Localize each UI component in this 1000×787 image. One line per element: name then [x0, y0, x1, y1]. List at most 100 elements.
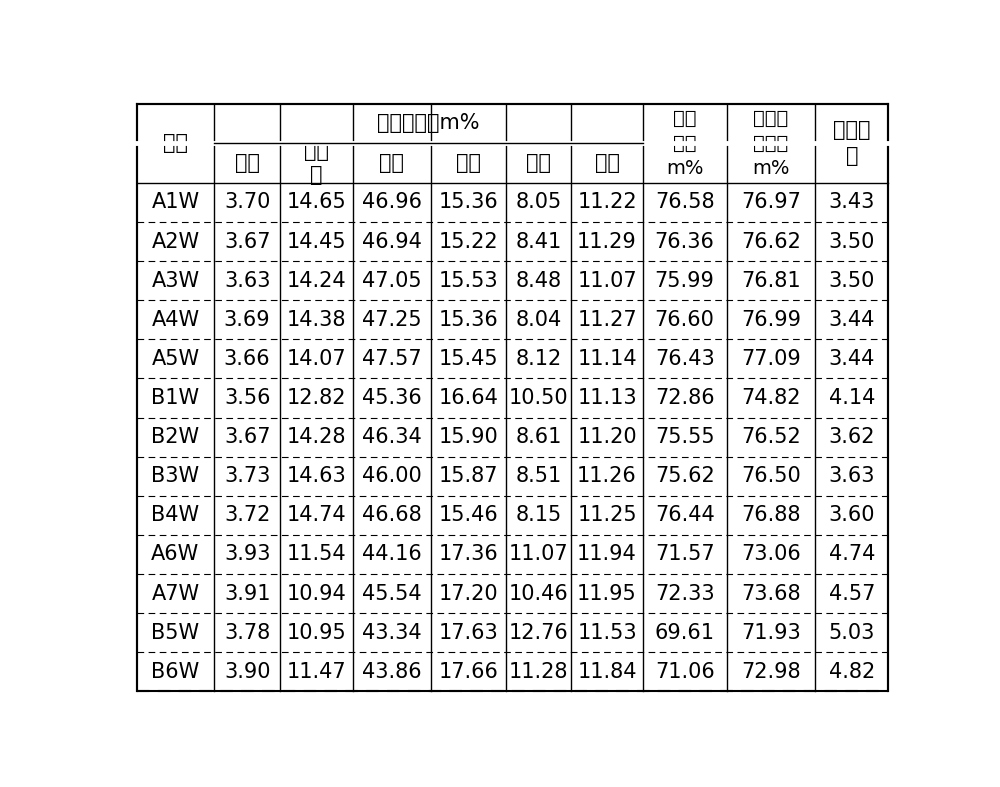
Text: 76.97: 76.97	[741, 193, 801, 212]
Text: 14.38: 14.38	[287, 310, 346, 330]
Text: 14.63: 14.63	[287, 466, 346, 486]
Text: 10.95: 10.95	[287, 623, 346, 643]
Text: 柴油: 柴油	[456, 153, 481, 173]
Text: 8.04: 8.04	[515, 310, 562, 330]
Text: 14.24: 14.24	[287, 271, 346, 290]
Text: 73.06: 73.06	[741, 545, 801, 564]
Text: 72.33: 72.33	[655, 583, 714, 604]
Text: 17.66: 17.66	[438, 662, 498, 682]
Text: 15.90: 15.90	[438, 427, 498, 447]
Text: A3W: A3W	[151, 271, 200, 290]
Text: 8.48: 8.48	[515, 271, 562, 290]
Text: 3.73: 3.73	[224, 466, 270, 486]
Text: B2W: B2W	[151, 427, 200, 447]
Text: 69.61: 69.61	[655, 623, 715, 643]
Text: 76.36: 76.36	[655, 231, 715, 252]
Text: 15.36: 15.36	[438, 193, 498, 212]
Text: 4.82: 4.82	[829, 662, 875, 682]
Text: 11.07: 11.07	[577, 271, 637, 290]
Text: 76.60: 76.60	[655, 310, 715, 330]
Text: 3.90: 3.90	[224, 662, 270, 682]
Text: 8.05: 8.05	[515, 193, 562, 212]
Text: 73.68: 73.68	[741, 583, 801, 604]
Text: 3.50: 3.50	[829, 231, 875, 252]
Text: 76.62: 76.62	[741, 231, 801, 252]
Text: 11.20: 11.20	[577, 427, 637, 447]
Text: 17.63: 17.63	[438, 623, 498, 643]
Text: A4W: A4W	[151, 310, 200, 330]
Text: B5W: B5W	[151, 623, 200, 643]
Text: 47.25: 47.25	[362, 310, 422, 330]
Text: 14.07: 14.07	[287, 349, 346, 369]
Text: 3.43: 3.43	[829, 193, 875, 212]
Text: 4.74: 4.74	[829, 545, 875, 564]
Text: 10.94: 10.94	[287, 583, 346, 604]
Text: B6W: B6W	[151, 662, 200, 682]
Text: 15.22: 15.22	[438, 231, 498, 252]
Text: 11.28: 11.28	[509, 662, 568, 682]
Text: B1W: B1W	[151, 388, 200, 408]
Text: 3.66: 3.66	[224, 349, 270, 369]
Text: 71.93: 71.93	[741, 623, 801, 643]
Text: 17.36: 17.36	[438, 545, 498, 564]
Text: 汽油: 汽油	[379, 153, 404, 173]
Text: 3.70: 3.70	[224, 193, 270, 212]
Text: 45.54: 45.54	[362, 583, 422, 604]
Text: 47.05: 47.05	[362, 271, 422, 290]
Text: 71.57: 71.57	[655, 545, 714, 564]
Text: 11.22: 11.22	[577, 193, 637, 212]
Text: 74.82: 74.82	[741, 388, 801, 408]
Text: 液化
气: 液化 气	[304, 141, 329, 186]
Text: 46.94: 46.94	[362, 231, 422, 252]
Text: 11.25: 11.25	[577, 505, 637, 526]
Text: 72.98: 72.98	[741, 662, 801, 682]
Text: 11.53: 11.53	[577, 623, 637, 643]
Text: 11.95: 11.95	[577, 583, 637, 604]
Text: A1W: A1W	[151, 193, 200, 212]
Text: 11.27: 11.27	[577, 310, 637, 330]
Text: 10.50: 10.50	[509, 388, 568, 408]
Text: 3.67: 3.67	[224, 231, 270, 252]
Text: 3.60: 3.60	[829, 505, 875, 526]
Text: 3.91: 3.91	[224, 583, 270, 604]
Text: 编号: 编号	[163, 133, 188, 153]
Text: 3.72: 3.72	[224, 505, 270, 526]
Text: 3.50: 3.50	[829, 271, 875, 290]
Text: 76.81: 76.81	[741, 271, 801, 290]
Text: 11.14: 11.14	[577, 349, 637, 369]
Text: A2W: A2W	[151, 231, 200, 252]
Text: 46.34: 46.34	[362, 427, 422, 447]
Text: 15.87: 15.87	[438, 466, 498, 486]
Text: 11.94: 11.94	[577, 545, 637, 564]
Text: 15.36: 15.36	[438, 310, 498, 330]
Text: 47.57: 47.57	[362, 349, 422, 369]
Text: 76.88: 76.88	[741, 505, 801, 526]
Text: 11.26: 11.26	[577, 466, 637, 486]
Text: 46.68: 46.68	[362, 505, 422, 526]
Text: 3.69: 3.69	[224, 310, 270, 330]
Text: 76.58: 76.58	[655, 193, 714, 212]
Text: 12.82: 12.82	[287, 388, 346, 408]
Text: 14.28: 14.28	[287, 427, 346, 447]
Text: 3.78: 3.78	[224, 623, 270, 643]
Text: 14.65: 14.65	[287, 193, 346, 212]
Text: B3W: B3W	[151, 466, 200, 486]
Text: 17.20: 17.20	[438, 583, 498, 604]
Text: 76.43: 76.43	[655, 349, 715, 369]
Text: 11.29: 11.29	[577, 231, 637, 252]
Text: 46.96: 46.96	[362, 193, 422, 212]
Text: 3.63: 3.63	[224, 271, 270, 290]
Text: 4.14: 4.14	[829, 388, 875, 408]
Text: 5.03: 5.03	[829, 623, 875, 643]
Text: 油浆: 油浆	[526, 153, 551, 173]
Text: 45.36: 45.36	[362, 388, 422, 408]
Text: 44.16: 44.16	[362, 545, 422, 564]
Text: 43.86: 43.86	[362, 662, 422, 682]
Text: 15.45: 15.45	[438, 349, 498, 369]
Text: B4W: B4W	[151, 505, 200, 526]
Text: 8.12: 8.12	[515, 349, 562, 369]
Text: 11.47: 11.47	[287, 662, 346, 682]
Text: 14.74: 14.74	[287, 505, 346, 526]
Text: 15.53: 15.53	[438, 271, 498, 290]
Text: 干气: 干气	[235, 153, 260, 173]
